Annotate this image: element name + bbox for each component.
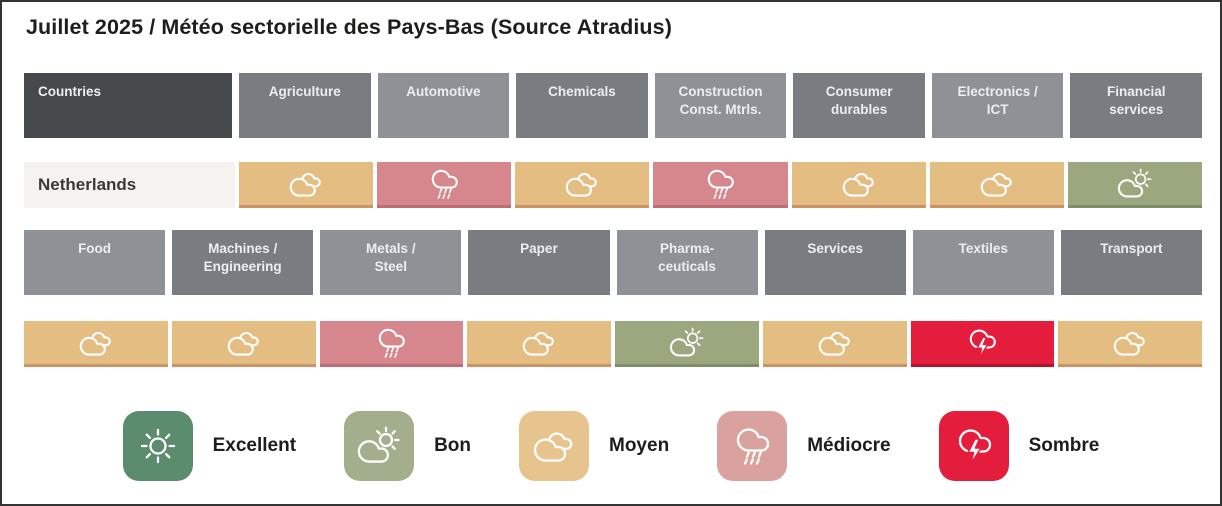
legend-tile-moyen	[519, 411, 589, 481]
weather-cell-electronics-ict	[929, 162, 1064, 208]
column-header-chemicals: Chemicals	[516, 73, 648, 138]
cloud-icon	[814, 327, 856, 359]
weather-cell-machines-engineering	[171, 321, 316, 367]
weather-cell-food	[24, 321, 168, 367]
weather-cell-agriculture	[239, 162, 374, 208]
cloud-icon	[1109, 327, 1151, 359]
legend-label-mediocre: Médiocre	[807, 435, 891, 456]
column-header-transport: Transport	[1060, 230, 1202, 295]
cloud-sun-icon	[355, 425, 403, 467]
legend: Excellent Bon Moyen Médiocre Sombre	[2, 411, 1220, 481]
column-header-services: Services	[764, 230, 906, 295]
legend-label-excellent: Excellent	[212, 435, 297, 456]
cloud-icon	[561, 168, 603, 200]
weather-row-1: Netherlands	[24, 162, 1202, 208]
legend-label-bon: Bon	[434, 435, 471, 456]
weather-cell-chemicals	[515, 162, 650, 208]
column-header-automotive: Automotive	[377, 73, 510, 138]
legend-item-moyen: Moyen	[519, 411, 669, 481]
weather-cell-financial-services	[1067, 162, 1202, 208]
header-row-2: Food Machines / Engineering Metals / Steel…	[24, 230, 1202, 295]
weather-cell-consumer-durables	[791, 162, 926, 208]
cloud-icon	[223, 327, 265, 359]
legend-item-mediocre: Médiocre	[717, 411, 891, 481]
weather-cell-textiles	[910, 321, 1055, 367]
weather-cell-transport	[1058, 321, 1202, 367]
country-label: Netherlands	[24, 162, 235, 208]
column-header-consumer-durables: Consumer durables	[793, 73, 925, 138]
column-header-electronics-ict: Electronics / ICT	[931, 73, 1064, 138]
header-row-1: Countries Agriculture Automotive Chemicals…	[24, 73, 1203, 138]
legend-item-excellent: Excellent	[122, 411, 297, 481]
weather-cell-pharma-ceuticals	[615, 321, 759, 367]
rain-cloud-icon	[728, 425, 776, 467]
cloud-icon	[75, 327, 117, 359]
weather-cell-services	[762, 321, 907, 367]
column-header-financial-services: Financial services	[1070, 73, 1203, 138]
legend-tile-excellent	[122, 411, 193, 481]
legend-label-moyen: Moyen	[609, 435, 670, 456]
column-header-textiles: Textiles	[912, 230, 1054, 295]
column-header-machines-engineering: Machines / Engineering	[172, 230, 314, 295]
rain-cloud-icon	[370, 327, 412, 359]
page-title: Juillet 2025 / Météo sectorielle des Pay…	[26, 15, 672, 39]
rain-cloud-icon	[423, 168, 465, 200]
cloud-icon	[518, 327, 560, 359]
column-header-food: Food	[24, 230, 166, 295]
legend-label-sombre: Sombre	[1028, 435, 1100, 456]
column-header-agriculture: Agriculture	[239, 73, 371, 138]
weather-cell-metals-steel	[319, 321, 464, 367]
weather-row-2	[24, 321, 1202, 367]
rain-cloud-icon	[699, 168, 741, 200]
weather-cell-paper	[467, 321, 611, 367]
cloud-sun-icon	[666, 327, 708, 359]
countries-header: Countries	[24, 73, 232, 138]
column-header-construction-const-mtrls: Construction Const. Mtrls.	[654, 73, 787, 138]
weather-cell-automotive	[377, 162, 512, 208]
sun-icon	[134, 425, 182, 467]
cloud-icon	[976, 168, 1018, 200]
legend-tile-mediocre	[717, 411, 788, 481]
cloud-sun-icon	[1114, 168, 1156, 200]
cloud-icon	[285, 168, 327, 200]
column-header-metals-steel: Metals / Steel	[320, 230, 462, 295]
storm-cloud-icon	[950, 425, 998, 467]
column-header-paper: Paper	[468, 230, 610, 295]
cloud-icon	[838, 168, 880, 200]
legend-item-bon: Bon	[344, 411, 471, 481]
storm-cloud-icon	[961, 327, 1003, 359]
column-header-pharma-ceuticals: Pharma- ceuticals	[616, 230, 758, 295]
legend-tile-bon	[344, 411, 415, 481]
cloud-icon	[530, 425, 578, 467]
legend-tile-sombre	[938, 411, 1009, 481]
legend-item-sombre: Sombre	[938, 411, 1100, 481]
weather-cell-construction-const-mtrls	[653, 162, 788, 208]
